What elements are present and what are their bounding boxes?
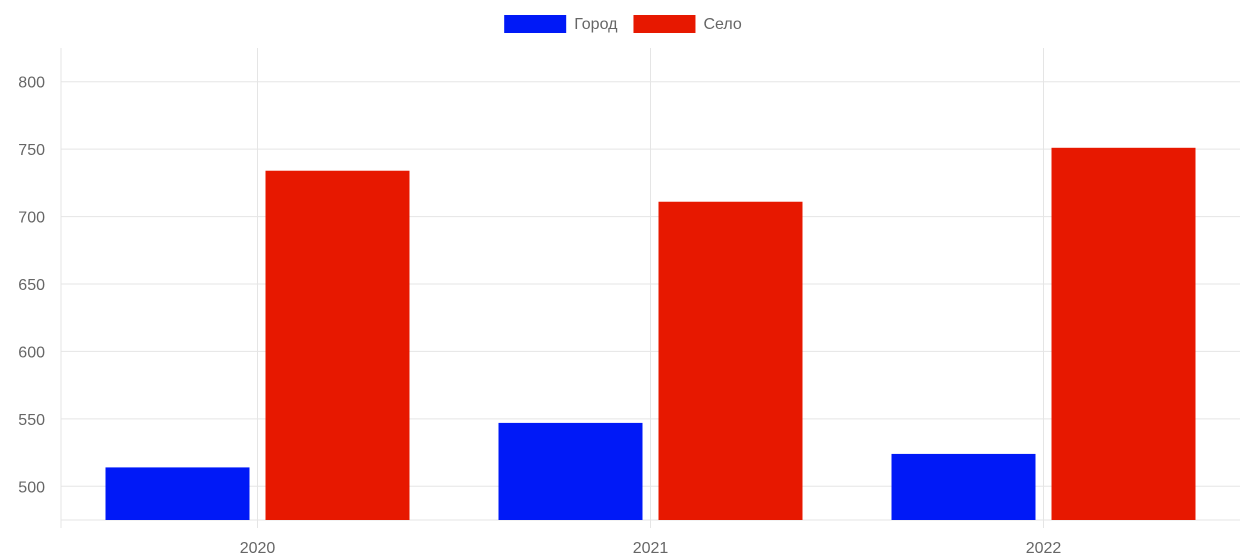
axes xyxy=(60,48,1240,528)
bar-selo-2022[interactable] xyxy=(1051,147,1196,520)
tick-labels: 500 550 600 650 700 750 800 2020 2021 2022 xyxy=(18,75,1061,554)
legend-item-gorod[interactable]: Город xyxy=(504,15,618,33)
bar-gorod-2020[interactable] xyxy=(105,467,250,520)
y-tick-label: 700 xyxy=(18,210,45,227)
legend-swatch xyxy=(504,15,567,33)
y-tick-label: 650 xyxy=(18,277,45,294)
legend-label: Село xyxy=(703,16,741,33)
y-tick-label: 750 xyxy=(18,142,45,159)
legend-swatch xyxy=(633,15,696,33)
legend-label: Город xyxy=(574,16,618,33)
x-tick-label: 2021 xyxy=(633,540,669,554)
x-tick-label: 2022 xyxy=(1026,540,1062,554)
grid-lines xyxy=(61,48,1240,528)
y-tick-label: 800 xyxy=(18,75,45,92)
bars xyxy=(105,147,1196,521)
y-tick-label: 600 xyxy=(18,344,45,361)
legend-item-selo[interactable]: Село xyxy=(633,15,742,33)
legend: Город Село xyxy=(504,15,742,33)
x-tick-label: 2020 xyxy=(240,540,276,554)
bar-selo-2020[interactable] xyxy=(265,170,410,520)
y-tick-label: 550 xyxy=(18,412,45,429)
bar-gorod-2021[interactable] xyxy=(498,422,643,520)
y-tick-label: 500 xyxy=(18,479,45,496)
bar-selo-2021[interactable] xyxy=(658,201,803,521)
bar-gorod-2022[interactable] xyxy=(891,453,1036,520)
